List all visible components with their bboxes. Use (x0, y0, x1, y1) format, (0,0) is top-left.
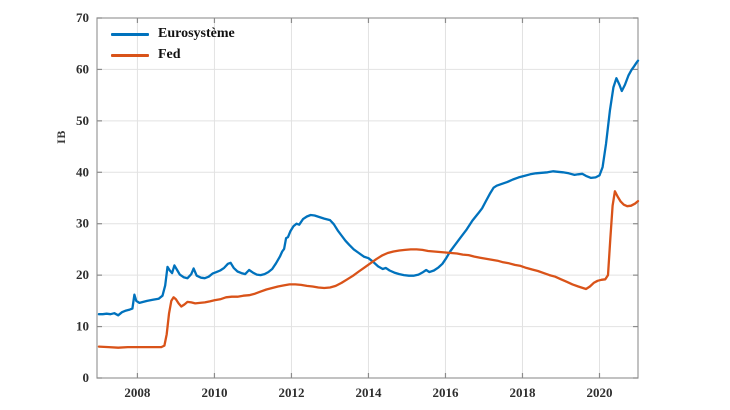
legend-label: Fed (158, 47, 181, 62)
y-tick-label: 0 (83, 370, 90, 385)
legend-line-icon (111, 32, 149, 36)
legend-label: Eurosystème (158, 26, 235, 41)
x-tick-label: 2014 (355, 385, 382, 400)
y-tick-label: 70 (76, 10, 89, 25)
series-line-eurosyst-me (97, 59, 640, 317)
x-tick-label: 2012 (278, 385, 304, 400)
axes-box (96, 17, 639, 379)
legend: Eurosystème Fed (111, 26, 235, 63)
series-line-fed (97, 190, 640, 349)
legend-line-icon (111, 53, 149, 57)
y-tick-label: 40 (76, 164, 89, 179)
x-tick-label: 2018 (509, 385, 536, 400)
y-tick-label: 60 (76, 61, 89, 76)
y-tick-label: 20 (76, 267, 89, 282)
legend-item-eurosysteme: Eurosystème (111, 26, 235, 42)
y-tick-label: 30 (76, 216, 89, 231)
x-tick-label: 2008 (124, 385, 151, 400)
x-tick-label: 2010 (201, 385, 227, 400)
y-tick-label: 10 (76, 319, 89, 334)
y-axis-label: IB (54, 130, 68, 144)
x-tick-label: 2020 (586, 385, 612, 400)
x-tick-label: 2016 (432, 385, 459, 400)
legend-item-fed: Fed (111, 47, 235, 63)
y-tick-label: 50 (76, 113, 89, 128)
